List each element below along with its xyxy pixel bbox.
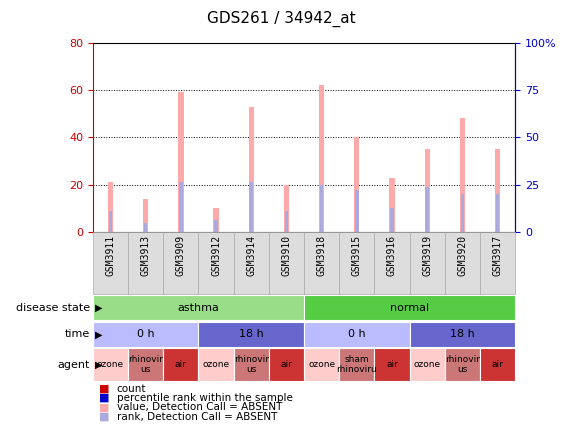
Bar [215, 220, 218, 232]
Bar [249, 106, 254, 232]
Bar [374, 232, 410, 294]
Text: GSM3915: GSM3915 [352, 235, 362, 276]
Text: percentile rank within the sample: percentile rank within the sample [117, 393, 292, 403]
Text: 18 h: 18 h [239, 329, 263, 340]
Text: sham
rhinoviru: sham rhinoviru [337, 355, 377, 374]
Bar [249, 182, 253, 232]
Bar [143, 199, 148, 232]
Bar [496, 194, 499, 232]
Bar [480, 232, 515, 294]
Bar [426, 187, 429, 232]
Text: 0 h: 0 h [137, 329, 154, 340]
Bar [339, 348, 374, 381]
Text: ▶: ▶ [95, 360, 102, 370]
Text: ■: ■ [99, 383, 109, 394]
Bar [93, 295, 304, 320]
Bar [199, 348, 234, 381]
Text: 0 h: 0 h [348, 329, 365, 340]
Text: rank, Detection Call = ABSENT: rank, Detection Call = ABSENT [117, 412, 277, 422]
Bar [93, 322, 199, 347]
Text: ozone: ozone [97, 360, 124, 369]
Bar [108, 182, 113, 232]
Bar [304, 322, 410, 347]
Text: ozone: ozone [203, 360, 230, 369]
Bar [163, 232, 199, 294]
Text: GSM3917: GSM3917 [493, 235, 503, 276]
Bar [304, 348, 339, 381]
Bar [213, 208, 218, 232]
Text: disease state: disease state [16, 302, 90, 313]
Bar [410, 322, 515, 347]
Bar [285, 211, 288, 232]
Text: GSM3918: GSM3918 [316, 235, 327, 276]
Bar [445, 348, 480, 381]
Text: rhinovir
us: rhinovir us [234, 355, 269, 374]
Bar [163, 348, 199, 381]
Bar [109, 211, 112, 232]
Bar [269, 232, 304, 294]
Text: ▶: ▶ [95, 302, 102, 313]
Bar [480, 348, 515, 381]
Text: 18 h: 18 h [450, 329, 475, 340]
Bar [319, 85, 324, 232]
Bar [199, 232, 234, 294]
Text: asthma: asthma [177, 302, 220, 313]
Bar [354, 137, 359, 232]
Bar [495, 149, 500, 232]
Bar [460, 118, 465, 232]
Bar [93, 232, 128, 294]
Text: GSM3913: GSM3913 [141, 235, 151, 276]
Text: GSM3919: GSM3919 [422, 235, 432, 276]
Text: rhinovir
us: rhinovir us [128, 355, 163, 374]
Text: GSM3916: GSM3916 [387, 235, 397, 276]
Text: rhinovir
us: rhinovir us [445, 355, 480, 374]
Bar [269, 348, 304, 381]
Bar [234, 232, 269, 294]
Text: air: air [491, 360, 503, 369]
Bar [410, 348, 445, 381]
Text: ■: ■ [99, 412, 109, 422]
Text: GSM3909: GSM3909 [176, 235, 186, 276]
Text: ■: ■ [99, 393, 109, 403]
Bar [304, 232, 339, 294]
Text: time: time [65, 329, 90, 340]
Bar [199, 322, 304, 347]
Bar [93, 348, 128, 381]
Text: GSM3911: GSM3911 [105, 235, 115, 276]
Text: normal: normal [390, 302, 429, 313]
Bar [304, 295, 515, 320]
Text: GDS261 / 34942_at: GDS261 / 34942_at [207, 11, 356, 27]
Text: GSM3914: GSM3914 [246, 235, 256, 276]
Text: air: air [386, 360, 398, 369]
Text: ■: ■ [99, 402, 109, 412]
Bar [284, 185, 289, 232]
Bar [179, 182, 182, 232]
Text: air: air [280, 360, 292, 369]
Text: value, Detection Call = ABSENT: value, Detection Call = ABSENT [117, 402, 282, 412]
Text: GSM3920: GSM3920 [457, 235, 467, 276]
Bar [390, 208, 394, 232]
Text: ozone: ozone [414, 360, 441, 369]
Text: count: count [117, 383, 146, 394]
Text: GSM3912: GSM3912 [211, 235, 221, 276]
Bar [410, 232, 445, 294]
Bar [339, 232, 374, 294]
Text: GSM3910: GSM3910 [282, 235, 292, 276]
Text: air: air [175, 360, 187, 369]
Text: agent: agent [57, 360, 90, 370]
Bar [178, 92, 184, 232]
Bar [144, 223, 148, 232]
Bar [128, 232, 163, 294]
Bar [461, 194, 464, 232]
Bar [128, 348, 163, 381]
Bar [390, 178, 395, 232]
Bar [425, 149, 430, 232]
Bar [320, 185, 323, 232]
Bar [374, 348, 410, 381]
Bar [445, 232, 480, 294]
Bar [234, 348, 269, 381]
Text: ▶: ▶ [95, 329, 102, 340]
Bar [355, 190, 359, 232]
Text: ozone: ozone [308, 360, 335, 369]
